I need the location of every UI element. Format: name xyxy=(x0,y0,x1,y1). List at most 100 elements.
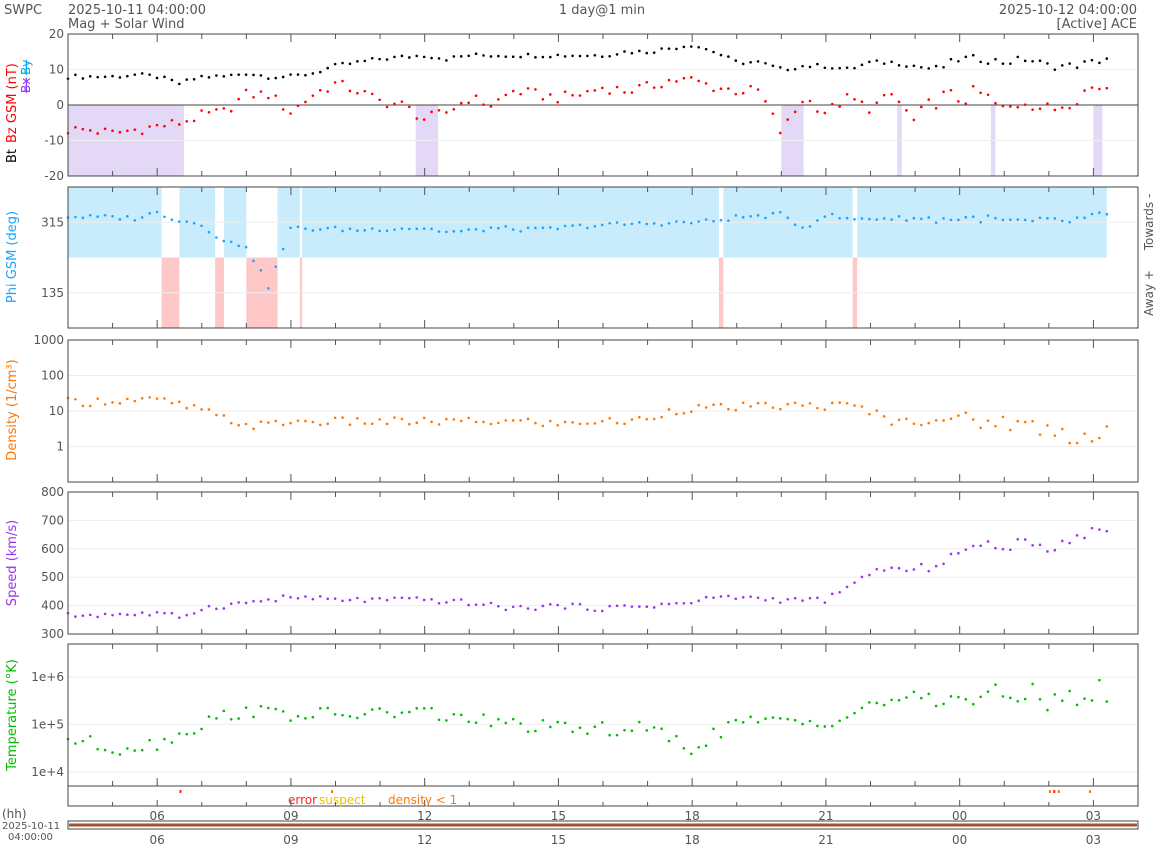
data-point-phi xyxy=(905,219,908,222)
data-point-bt xyxy=(667,47,671,50)
data-point-density xyxy=(771,406,775,409)
data-point-temperature xyxy=(81,739,85,743)
data-point-temperature xyxy=(341,713,344,717)
data-point-bt xyxy=(333,62,337,66)
data-point-bt xyxy=(600,55,604,58)
data-point-speed xyxy=(986,540,990,543)
data-point-speed xyxy=(459,598,463,601)
data-point-phi xyxy=(1053,217,1057,220)
data-point-temperature xyxy=(1083,697,1086,700)
chart-subtitle: Mag + Solar Wind xyxy=(68,17,185,32)
data-point-speed xyxy=(1038,543,1042,547)
data-point-temperature xyxy=(704,744,708,748)
data-point-phi xyxy=(1068,220,1071,224)
data-point-phi xyxy=(957,218,960,222)
data-point-phi xyxy=(949,218,953,222)
data-point-bz xyxy=(244,88,248,92)
data-point-phi xyxy=(81,216,85,220)
data-point-density xyxy=(415,421,419,425)
data-point-phi xyxy=(326,226,329,230)
data-point-bt xyxy=(816,62,819,66)
data-point-temperature xyxy=(111,751,114,754)
data-point-temperature xyxy=(764,717,767,720)
data-point-speed xyxy=(519,604,522,608)
data-point-density xyxy=(363,422,367,425)
data-point-speed xyxy=(363,600,367,604)
data-point-temperature xyxy=(875,701,879,705)
time-span: 1 day@1 min xyxy=(559,3,645,18)
data-point-density xyxy=(652,417,656,421)
data-point-temperature xyxy=(1053,693,1057,696)
data-point-density xyxy=(823,408,827,411)
time-tick-label: 03 xyxy=(1086,833,1101,846)
data-point-bt xyxy=(511,55,515,59)
data-point-bz xyxy=(140,132,144,136)
data-point-bt xyxy=(734,59,738,62)
data-point-bz xyxy=(890,92,893,96)
data-point-bt xyxy=(749,60,752,64)
data-point-phi xyxy=(816,219,819,222)
data-point-speed xyxy=(675,601,678,605)
data-point-temperature xyxy=(1098,678,1101,682)
data-point-phi xyxy=(1090,212,1094,216)
data-point-speed xyxy=(727,594,730,598)
data-point-bz xyxy=(148,125,151,128)
data-point-bt xyxy=(830,67,834,70)
data-point-phi xyxy=(103,213,107,217)
data-point-density xyxy=(853,404,856,407)
data-point-phi xyxy=(437,230,441,233)
y-tick-label: 700 xyxy=(41,513,64,527)
data-point-density xyxy=(741,401,745,405)
data-point-density xyxy=(615,421,619,425)
data-point-temperature xyxy=(356,716,359,720)
data-point-density xyxy=(111,401,114,404)
data-point-phi xyxy=(897,215,901,218)
data-point-density xyxy=(1016,419,1020,423)
data-point-bz xyxy=(845,92,849,96)
data-point-bt xyxy=(185,78,189,81)
data-point-bz xyxy=(229,109,233,113)
y-tick-label: 800 xyxy=(41,485,64,499)
data-point-density xyxy=(140,396,144,400)
data-point-density xyxy=(244,422,248,426)
data-point-density xyxy=(571,421,574,424)
data-point-bt xyxy=(986,62,990,65)
time-tick-label: 09 xyxy=(283,809,298,823)
data-point-bz xyxy=(304,100,307,104)
data-point-bz xyxy=(1060,106,1064,109)
data-point-speed xyxy=(823,601,827,604)
data-point-bz xyxy=(497,98,500,101)
data-point-bt xyxy=(764,61,767,65)
data-point-density xyxy=(1098,436,1101,440)
data-point-temperature xyxy=(1060,699,1064,703)
data-point-speed xyxy=(771,596,775,600)
data-point-phi xyxy=(474,227,478,231)
data-point-bt xyxy=(689,45,693,48)
data-point-phi xyxy=(341,229,344,233)
data-point-density xyxy=(311,420,315,424)
data-point-speed xyxy=(422,598,426,602)
data-point-temperature xyxy=(860,706,864,710)
data-point-temperature xyxy=(177,732,181,735)
data-point-phi xyxy=(526,226,530,230)
data-point-bz xyxy=(163,124,166,128)
time-range-bar[interactable] xyxy=(67,820,1139,830)
data-point-bt xyxy=(393,55,396,59)
data-point-phi xyxy=(727,219,730,222)
towards-label: Towards - xyxy=(1142,194,1156,252)
data-point-phi xyxy=(942,217,945,220)
data-point-density xyxy=(326,422,329,426)
data-point-bt xyxy=(868,60,871,64)
data-point-bz xyxy=(133,128,137,131)
data-point-temperature xyxy=(140,748,144,752)
data-point-temperature xyxy=(771,716,775,719)
data-point-bz xyxy=(474,94,478,98)
data-point-bt xyxy=(385,58,389,61)
data-point-temperature xyxy=(563,721,567,725)
data-point-speed xyxy=(1075,534,1079,537)
data-point-temperature xyxy=(1031,682,1034,686)
data-point-density xyxy=(1023,420,1027,424)
data-point-bz xyxy=(600,86,604,90)
data-point-bt xyxy=(890,60,893,64)
data-point-phi xyxy=(571,224,574,227)
